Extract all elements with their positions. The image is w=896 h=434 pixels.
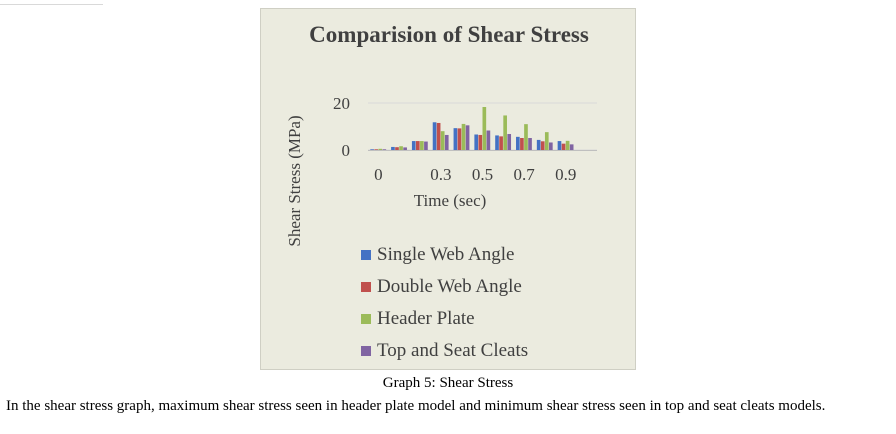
bar bbox=[370, 149, 374, 150]
bar bbox=[399, 146, 403, 150]
x-axis-label: Time (sec) bbox=[413, 191, 487, 210]
x-tick-label: 0.5 bbox=[472, 165, 493, 184]
plot-area: 0 20 0 0.3 0.5 0.7 0.9 bbox=[333, 94, 597, 184]
bar bbox=[420, 141, 424, 150]
legend-swatch bbox=[361, 346, 371, 356]
bar bbox=[557, 141, 562, 150]
x-tick-label: 0.3 bbox=[430, 165, 451, 184]
bar bbox=[378, 148, 383, 150]
bar bbox=[382, 149, 387, 150]
legend-swatch bbox=[361, 282, 371, 292]
x-tick-label: 0 bbox=[374, 165, 383, 184]
bar bbox=[391, 146, 395, 150]
bar bbox=[561, 143, 566, 150]
bar bbox=[482, 107, 487, 150]
bar bbox=[495, 135, 499, 150]
bar bbox=[565, 140, 570, 150]
bar bbox=[507, 134, 512, 150]
bar bbox=[395, 147, 399, 150]
bar bbox=[569, 144, 574, 150]
bar bbox=[453, 128, 458, 150]
bar bbox=[503, 115, 507, 150]
body-paragraph: In the shear stress graph, maximum shear… bbox=[6, 398, 826, 414]
legend-label: Single Web Angle bbox=[377, 244, 515, 265]
bar bbox=[465, 125, 470, 150]
legend-item-single-web-angle: Single Web Angle bbox=[361, 239, 528, 271]
bar bbox=[524, 124, 528, 150]
bar bbox=[549, 142, 553, 150]
bar bbox=[432, 122, 437, 150]
legend-item-double-web-angle: Double Web Angle bbox=[361, 271, 528, 303]
bar bbox=[544, 132, 549, 150]
top-rule bbox=[0, 0, 103, 5]
bar bbox=[520, 138, 524, 150]
bar bbox=[536, 139, 541, 150]
bar bbox=[436, 122, 441, 150]
bar bbox=[424, 141, 428, 150]
bar bbox=[444, 134, 449, 150]
bar bbox=[486, 130, 491, 150]
bar bbox=[516, 136, 520, 150]
bar bbox=[528, 138, 532, 150]
y-tick-label: 0 bbox=[342, 141, 351, 160]
x-tick-label: 0.9 bbox=[555, 165, 576, 184]
bar bbox=[440, 131, 445, 150]
x-tick-label: 0.7 bbox=[514, 165, 536, 184]
legend-label: Top and Seat Cleats bbox=[377, 340, 529, 361]
bar bbox=[411, 141, 416, 150]
figure-caption: Graph 5: Shear Stress bbox=[382, 375, 514, 391]
y-tick-label: 20 bbox=[333, 94, 350, 113]
legend-swatch bbox=[361, 250, 371, 260]
bar bbox=[499, 136, 503, 150]
bar bbox=[457, 128, 462, 150]
bar bbox=[540, 141, 545, 150]
legend: Single Web Angle Double Web Angle Header… bbox=[361, 239, 528, 367]
legend-swatch bbox=[361, 314, 371, 324]
bar bbox=[415, 141, 420, 150]
bar bbox=[374, 149, 379, 150]
chart-area: Comparision of Shear Stress Shear Stress… bbox=[260, 8, 636, 370]
bar bbox=[478, 134, 483, 150]
legend-item-header-plate: Header Plate bbox=[361, 303, 528, 335]
bar bbox=[474, 134, 479, 150]
legend-item-top-and-seat-cleats: Top and Seat Cleats bbox=[361, 335, 528, 367]
bar bbox=[461, 123, 466, 150]
chart-title: Comparision of Shear Stress bbox=[309, 22, 589, 47]
bar bbox=[403, 147, 407, 150]
legend-label: Double Web Angle bbox=[377, 276, 522, 297]
legend-label: Header Plate bbox=[377, 308, 475, 329]
